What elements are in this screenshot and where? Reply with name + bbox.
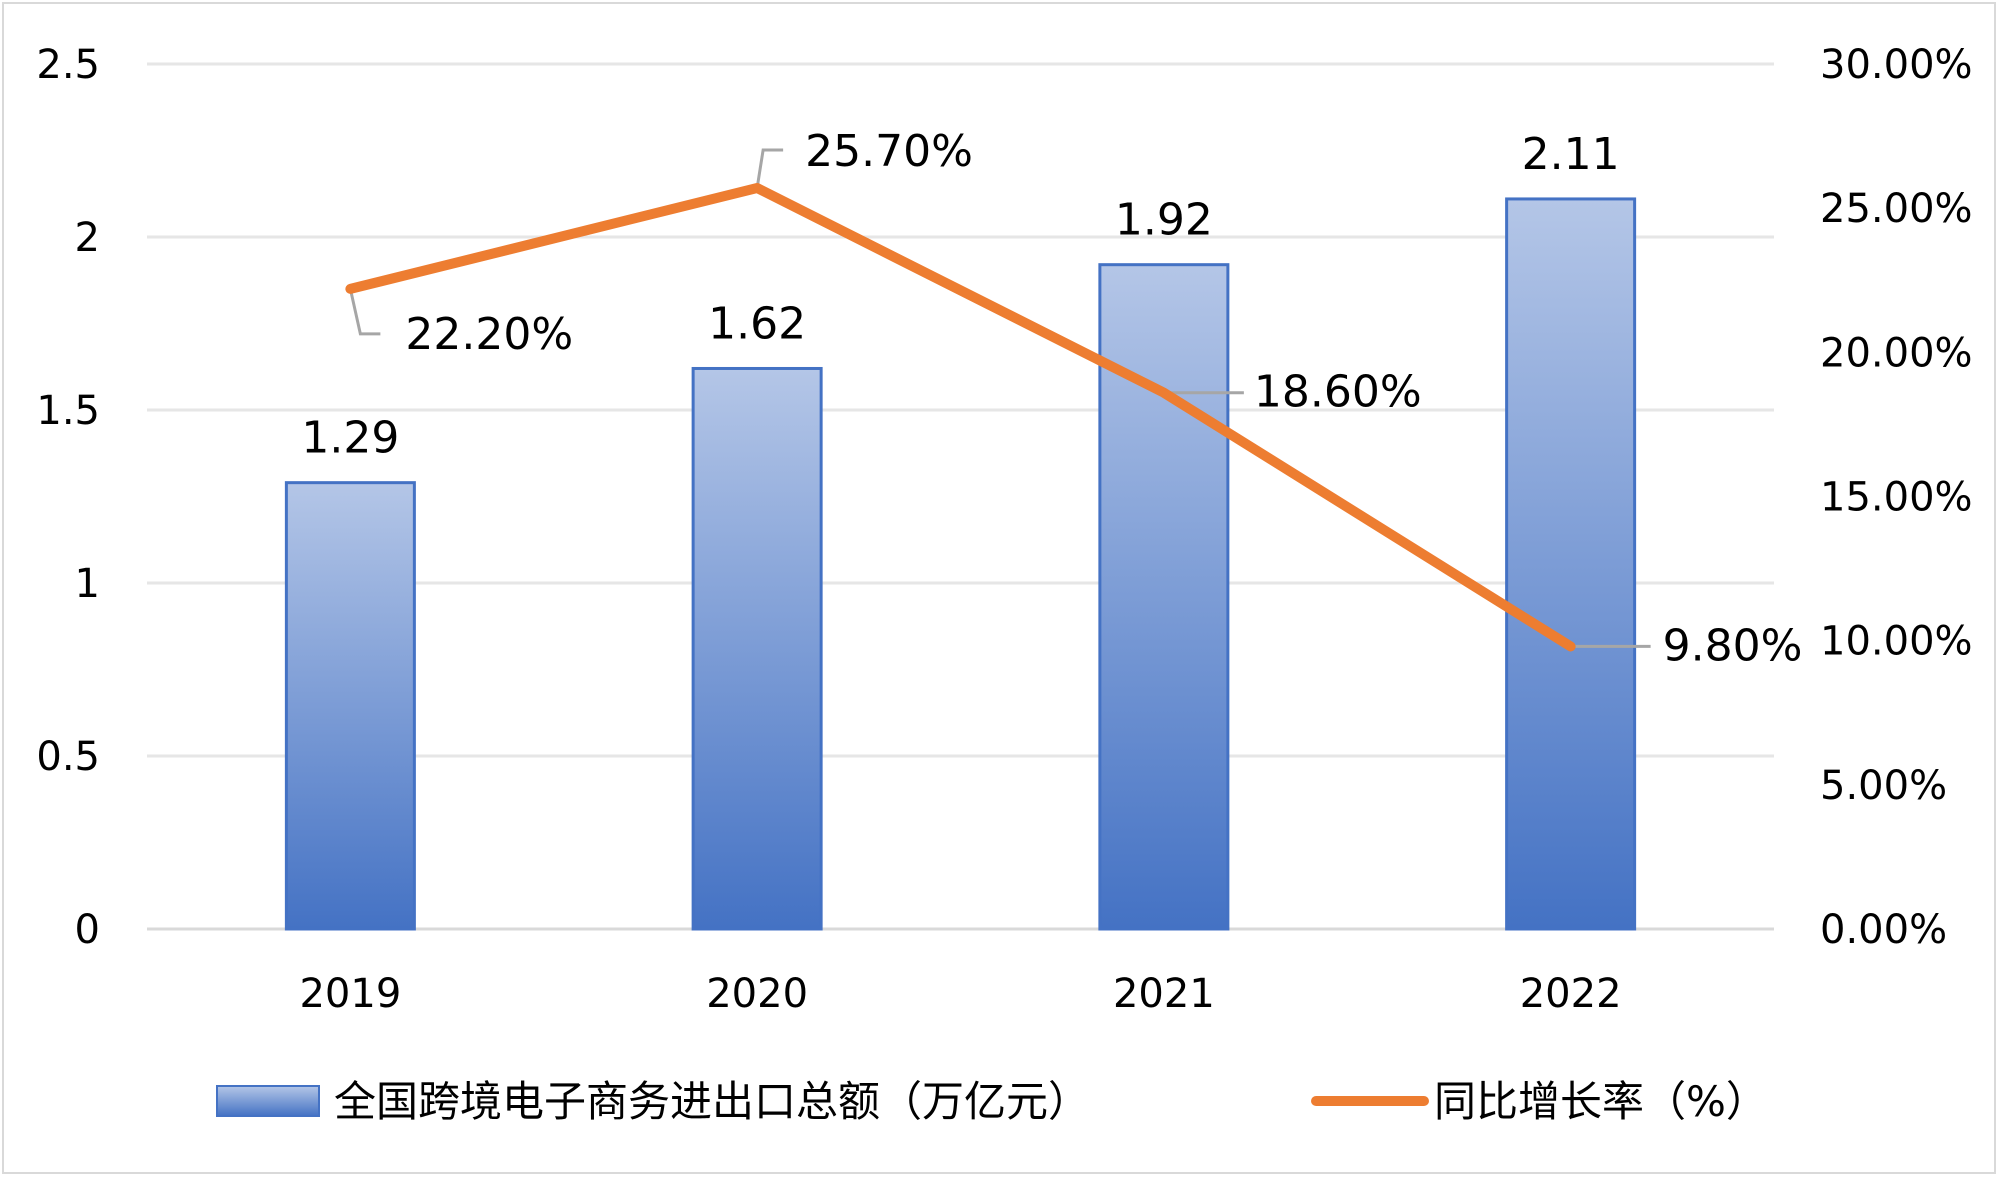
left-tick-label: 0.5: [36, 734, 100, 780]
bar-value-label: 2.11: [1522, 129, 1620, 180]
legend-line-label: 同比增长率（%）: [1434, 1077, 1768, 1126]
bar-2021: [1098, 263, 1230, 931]
bar-value-label: 1.92: [1115, 195, 1213, 246]
line-value-label: 22.20%: [405, 309, 573, 360]
line-point-2019: [346, 284, 355, 293]
label-leader-lines: [348, 148, 1651, 648]
right-tick-label: 20.00%: [1820, 330, 1973, 376]
left-tick-label: 2.5: [36, 42, 100, 88]
line-value-label: 18.60%: [1254, 367, 1422, 418]
data-labels: 1.29 1.62 1.92 2.11 22.20% 25.70% 18.60% 9.80%: [301, 126, 1802, 671]
combo-chart: 0 0.5 1 1.5 2 2.5 0.00% 5.00% 10.00% 15.00% 20.00…: [36, 42, 1973, 1126]
bar-value-label: 1.62: [708, 298, 806, 349]
line-value-label: 9.80%: [1663, 620, 1803, 671]
right-tick-label: 25.00%: [1820, 186, 1973, 232]
x-tick-label: 2019: [299, 971, 401, 1017]
legend-bar-label: 全国跨境电子商务进出口总额（万亿元）: [334, 1077, 1090, 1126]
line-value-label: 25.70%: [805, 126, 973, 177]
gridlines: [147, 62, 1774, 931]
growth-rate-line: [345, 182, 1576, 652]
left-axis-ticks: 0 0.5 1 1.5 2 2.5: [36, 42, 100, 953]
line-point-2021: [1159, 388, 1168, 397]
leader-line: [348, 288, 381, 336]
legend: 全国跨境电子商务进出口总额（万亿元） 同比增长率（%）: [216, 1077, 1768, 1126]
right-tick-label: 30.00%: [1820, 42, 1973, 88]
left-tick-label: 1: [75, 561, 100, 607]
line-point-2022: [1566, 642, 1575, 651]
line-series: [345, 182, 1576, 652]
bar-2020: [691, 366, 823, 931]
bar-series: [284, 197, 1637, 931]
right-tick-label: 0.00%: [1820, 907, 1947, 953]
left-tick-label: 2: [75, 215, 100, 261]
line-point-2020: [753, 183, 762, 192]
right-axis-ticks: 0.00% 5.00% 10.00% 15.00% 20.00% 25.00% 30.00%: [1820, 42, 1973, 953]
legend-bar-swatch: [216, 1085, 320, 1117]
leader-line: [755, 148, 784, 189]
left-tick-label: 0: [75, 907, 100, 953]
bar-2019: [284, 481, 416, 931]
bar-value-label: 1.29: [301, 413, 399, 464]
right-tick-label: 5.00%: [1820, 763, 1947, 809]
x-tick-label: 2022: [1520, 971, 1622, 1017]
bar-2022: [1505, 197, 1637, 931]
left-tick-label: 1.5: [36, 388, 100, 434]
right-tick-label: 10.00%: [1820, 619, 1973, 665]
right-tick-label: 15.00%: [1820, 475, 1973, 521]
x-tick-label: 2020: [706, 971, 808, 1017]
x-axis-ticks: 2019 2020 2021 2022: [299, 971, 1621, 1017]
x-tick-label: 2021: [1113, 971, 1215, 1017]
